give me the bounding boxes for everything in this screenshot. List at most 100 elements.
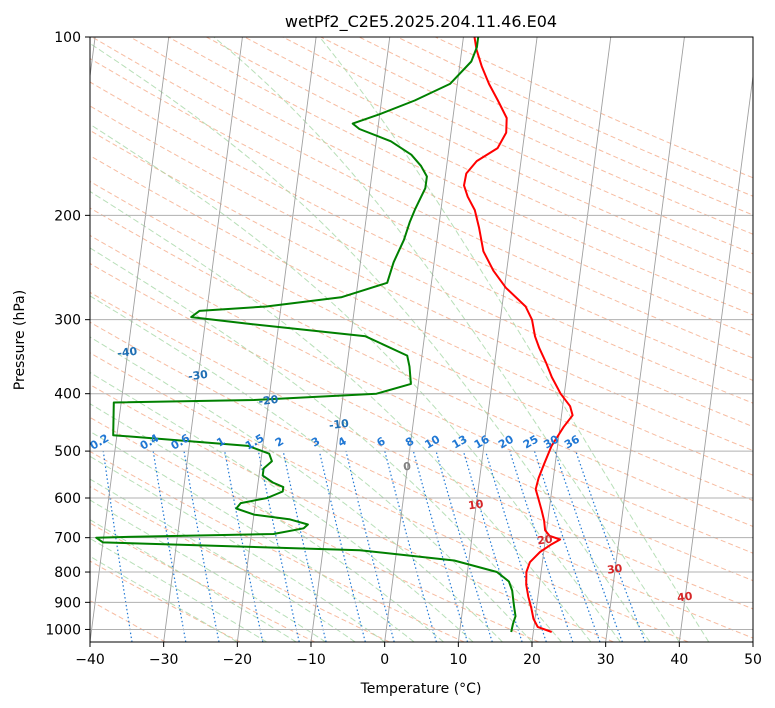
y-axis: 100 200 300 400 500 600 700 800 900 1000 [45, 30, 90, 638]
x-tick-label: 0 [380, 652, 389, 668]
x-tick-label: 10 [449, 652, 467, 668]
moist-adiabats [90, 37, 710, 642]
dry-adiabat-line [90, 207, 753, 528]
mixing-ratio-line [224, 450, 264, 642]
x-tick-label: 30 [597, 652, 615, 668]
isotherms [90, 37, 753, 642]
isotherm-line [384, 37, 464, 642]
mixing-ratio-line [435, 450, 493, 642]
dewpoint-profile-line [95, 37, 517, 633]
y-axis-label: Pressure (hPa) [12, 290, 28, 390]
mixing-ratio-line [554, 450, 623, 642]
moist-adiabat-line [90, 42, 651, 642]
dry-adiabat-line [91, 37, 753, 359]
isotherm-label: 0 [402, 460, 412, 474]
moist-adiabat-line [90, 455, 385, 642]
isotherm-line [678, 72, 753, 642]
isotherm-label: -30 [187, 368, 209, 383]
x-tick-label: −10 [296, 652, 326, 668]
moist-adiabat-line [319, 37, 710, 642]
temperature-profile-line [463, 37, 574, 633]
y-tick-label: 900 [54, 595, 81, 611]
dry-adiabats [90, 37, 753, 642]
moist-adiabat-line [90, 123, 621, 642]
y-tick-label: 400 [54, 387, 81, 403]
mixing-ratio-line [318, 450, 366, 642]
y-tick-label: 1000 [45, 622, 81, 638]
dry-adiabat-line [90, 291, 753, 610]
isotherm-line [531, 37, 612, 642]
dry-adiabat-line [206, 37, 753, 295]
moist-adiabat-line [90, 247, 562, 642]
dry-adiabat-line [129, 37, 753, 337]
mixing-ratio-line [575, 450, 646, 642]
y-tick-label: 600 [54, 491, 81, 507]
plot-frame [89, 36, 754, 643]
mixing-ratio-line [282, 450, 327, 642]
isotherm-line [236, 37, 317, 642]
y-tick-label: 200 [54, 208, 81, 224]
mixing-ratio-line [485, 450, 547, 642]
dry-adiabat-line [90, 560, 241, 642]
profile-series [95, 37, 574, 633]
isotherm-line [163, 37, 243, 642]
dry-adiabat-line [90, 450, 465, 642]
isotherm-label: 20 [536, 533, 553, 548]
moist-adiabat-line [90, 403, 444, 642]
x-axis: −40 −30 −20 −10 0 10 20 30 40 50 [75, 642, 762, 668]
isotherm-label: 30 [606, 562, 623, 577]
mixing-ratio-line [509, 450, 574, 642]
x-tick-label: 20 [523, 652, 541, 668]
isotherm-line [457, 37, 538, 642]
mixing-ratio-line [384, 450, 437, 642]
isotherm-label: -10 [328, 417, 350, 432]
isotherm-label: -50 [49, 296, 71, 311]
isotherm-line [90, 37, 170, 642]
y-tick-label: 300 [54, 313, 81, 329]
x-tick-label: 50 [744, 652, 762, 668]
moist-adiabat-line [90, 295, 533, 642]
plot-background [90, 37, 753, 642]
dry-adiabat-line [90, 180, 753, 502]
isotherm-line [90, 37, 96, 80]
isotherm-label: -60 [0, 253, 3, 268]
isotherm-label: 40 [676, 590, 693, 605]
dry-adiabat-line [90, 129, 753, 452]
mixing-ratio-line [257, 450, 300, 642]
mixing-ratio-line [412, 450, 469, 642]
dry-adiabat-line [90, 262, 753, 582]
x-axis-label: Temperature (°C) [360, 681, 482, 697]
moist-adiabat-line [90, 336, 503, 642]
isotherm-label: -40 [117, 345, 139, 360]
dry-adiabat-line [90, 384, 614, 642]
y-tick-label: 500 [54, 444, 81, 460]
moist-adiabat-line [90, 478, 356, 642]
plot-area: 0.10.20.40.611.52346810131620253036-100-… [0, 37, 753, 642]
x-tick-label: −20 [223, 652, 253, 668]
isotherm-label: 10 [467, 497, 484, 512]
mixing-ratio-line [533, 450, 601, 642]
dry-adiabat-line [168, 37, 753, 316]
isotherm-line [310, 37, 391, 642]
moist-adiabat-line [90, 190, 592, 642]
dry-adiabat-line [90, 155, 753, 476]
isotherm-line [752, 638, 753, 642]
isotherm-line [605, 37, 685, 642]
dry-adiabat-line [90, 352, 689, 642]
y-tick-label: 100 [54, 30, 81, 46]
moist-adiabat-line [90, 537, 268, 642]
dry-adiabat-line [90, 486, 390, 642]
chart-title: wetPf2_C2E5.2025.204.11.46.E04 [285, 12, 557, 32]
moist-adiabat-line [90, 555, 238, 642]
x-tick-label: −40 [75, 652, 105, 668]
y-tick-label: 800 [54, 565, 81, 581]
moist-adiabat-line [90, 371, 474, 642]
x-tick-label: 40 [670, 652, 688, 668]
y-tick-label: 700 [54, 531, 81, 547]
isotherm-label: -20 [258, 393, 280, 408]
x-tick-label: −30 [149, 652, 179, 668]
moist-adiabat-line [213, 37, 680, 642]
moist-adiabat-line [90, 519, 297, 642]
pressure-gridlines [90, 37, 753, 630]
